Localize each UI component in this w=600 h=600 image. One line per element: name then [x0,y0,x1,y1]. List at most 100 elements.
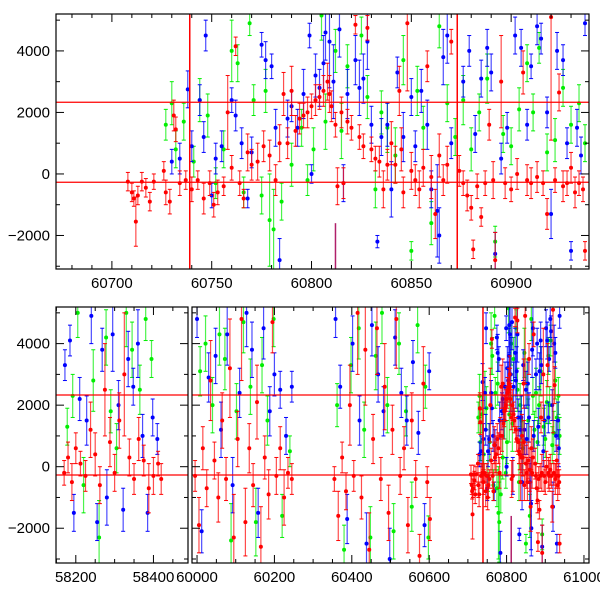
data-point-blue [213,327,218,385]
data-point-red [270,307,275,354]
data-point-red [398,456,403,495]
data-point-green [437,14,442,49]
marker [263,58,268,63]
data-point-blue [435,164,440,258]
marker [549,329,554,334]
marker [404,418,409,423]
x-tick-label: 58200 [55,569,97,586]
marker [327,39,332,44]
marker [513,315,518,320]
marker [537,403,542,408]
marker [255,400,260,405]
marker [484,326,489,331]
marker [347,403,352,408]
series-red [193,307,432,563]
marker [301,91,306,96]
marker [505,125,510,130]
marker [417,187,422,192]
data-point-red [227,318,232,418]
marker [522,483,527,488]
marker [525,122,530,127]
marker [211,202,216,207]
marker [75,310,80,315]
marker [470,512,475,517]
marker [539,415,544,420]
marker [277,258,282,263]
marker [561,58,566,63]
marker [381,187,386,192]
marker [273,178,278,183]
marker [393,162,398,167]
marker [477,492,482,497]
data-point-blue [100,327,105,372]
marker [345,91,350,96]
marker [126,357,131,361]
data-point-green [305,164,310,196]
marker [555,48,560,53]
marker [369,122,374,127]
marker [405,523,410,528]
data-point-blue [401,111,406,163]
marker [342,547,347,552]
x-tick-label: 60400 [331,569,373,586]
marker [259,193,264,198]
marker [509,187,514,192]
marker [477,406,482,411]
data-point-green [248,358,253,415]
y-tick-label: 2000 [17,397,50,414]
data-point-red [540,524,545,563]
marker [365,39,370,44]
marker [301,113,306,118]
data-point-red [333,111,338,138]
data-point-blue [404,395,409,446]
data-point-blue [121,487,126,532]
data-point-red [533,463,538,489]
data-point-blue [419,68,424,113]
marker [569,248,574,253]
data-point-red [359,475,364,520]
data-point-green [397,312,402,375]
marker [198,369,203,374]
marker [66,455,71,460]
marker [224,477,229,481]
data-point-blue [375,234,380,249]
data-point-blue [104,469,109,526]
marker [305,110,310,115]
marker [331,79,336,84]
x-tick-label: 60700 [91,275,133,292]
data-point-red [413,164,418,196]
marker [557,90,562,95]
marker [493,390,498,395]
data-point-red [196,496,201,554]
data-point-red [195,170,200,190]
data-point-red [478,409,483,435]
marker [135,341,140,346]
marker [409,504,414,509]
data-point-red [353,15,358,35]
data-point-red [417,170,422,209]
marker [524,437,529,441]
marker [143,317,148,321]
data-point-green [498,475,503,514]
data-point-red [267,139,272,172]
marker [129,190,134,195]
data-point-blue [504,315,509,342]
marker [437,153,442,158]
marker [557,480,562,485]
marker [553,350,558,355]
marker [272,372,277,377]
data-point-blue [538,321,543,360]
data-point-green [217,307,222,366]
y-tick-label: −2000 [8,227,50,244]
data-point-red [529,167,534,200]
marker [583,21,588,26]
data-point-blue [267,386,272,437]
data-point-red [521,420,526,465]
marker [511,384,516,389]
top-plot-area [56,14,589,269]
data-point-red [336,490,341,542]
marker [476,483,481,488]
marker [357,135,362,140]
data-point-red [173,116,178,143]
data-point-red [255,364,260,440]
